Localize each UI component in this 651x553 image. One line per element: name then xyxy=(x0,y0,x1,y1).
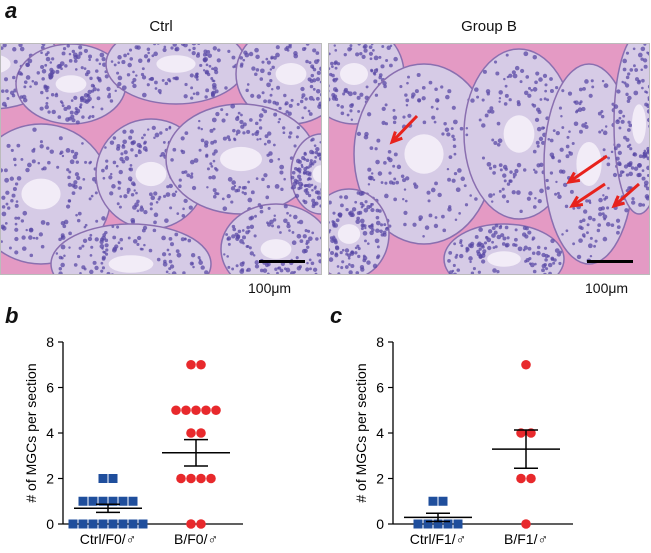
data-point-circle xyxy=(176,473,186,484)
data-point-circle xyxy=(196,473,206,484)
x-category-label: Ctrl/F1/♂ xyxy=(410,531,466,547)
data-point-square xyxy=(438,496,448,506)
seminiferous-tubule xyxy=(613,44,649,215)
red-arrow-icon xyxy=(389,114,419,145)
data-point-square xyxy=(108,519,118,529)
groupb-scale-label: 100μm xyxy=(585,280,629,296)
y-tick-label: 8 xyxy=(376,334,384,350)
y-tick-label: 6 xyxy=(46,380,54,396)
data-point-square xyxy=(98,496,108,506)
ctrl-image-title: Ctrl xyxy=(149,18,173,35)
data-point-circle xyxy=(191,405,201,416)
data-point-circle xyxy=(206,473,216,484)
data-point-square xyxy=(98,519,108,529)
red-arrow-icon xyxy=(611,182,640,209)
data-point-square xyxy=(118,519,128,529)
data-point-circle xyxy=(186,428,196,438)
data-point-circle xyxy=(196,359,206,370)
data-point-square xyxy=(88,496,98,506)
seminiferous-tubule xyxy=(220,203,321,274)
data-point-circle xyxy=(186,519,196,529)
data-point-square xyxy=(423,519,433,529)
data-point-circle xyxy=(181,405,191,416)
data-point-square xyxy=(88,519,98,529)
seminiferous-tubule xyxy=(15,44,127,125)
data-point-square xyxy=(78,519,88,529)
scale-bar xyxy=(587,260,633,263)
x-category-label: B/F1/♂ xyxy=(504,531,548,547)
y-tick-label: 8 xyxy=(46,334,54,350)
seminiferous-tubule xyxy=(105,44,247,105)
ctrl-histology-image xyxy=(0,43,322,275)
red-arrow-icon xyxy=(566,154,608,184)
seminiferous-tubule xyxy=(235,44,321,125)
red-arrow-icon xyxy=(569,182,606,208)
data-point-circle xyxy=(196,519,206,529)
data-point-square xyxy=(128,519,138,529)
data-point-circle xyxy=(186,359,196,370)
y-tick-label: 4 xyxy=(376,425,384,441)
seminiferous-tubule xyxy=(353,63,495,245)
seminiferous-tubule xyxy=(329,188,390,274)
panel-letter-a: a xyxy=(5,0,18,23)
data-point-square xyxy=(68,519,78,529)
data-point-circle xyxy=(516,473,526,484)
data-point-square xyxy=(433,519,443,529)
y-axis-label: # of MGCs per section xyxy=(353,363,369,502)
groupb-image-title: Group B xyxy=(461,18,517,35)
x-category-label: B/F0/♂ xyxy=(174,531,218,547)
data-point-square xyxy=(98,474,108,483)
data-point-square xyxy=(108,496,118,506)
data-point-square xyxy=(453,519,463,529)
data-point-square xyxy=(108,474,118,483)
x-category-label: Ctrl/F0/♂ xyxy=(80,531,136,547)
data-point-circle xyxy=(526,473,536,484)
seminiferous-tubule xyxy=(1,123,112,265)
y-tick-label: 2 xyxy=(46,471,54,487)
data-point-square xyxy=(128,496,138,506)
ctrl-scale-label: 100μm xyxy=(248,280,292,296)
data-point-circle xyxy=(521,359,531,370)
data-point-square xyxy=(443,519,453,529)
data-point-square xyxy=(138,519,148,529)
chart-c: 0 2 4 6 8 # of MGCs per section Ctrl/F1/♂ B/F1/… xyxy=(353,334,573,547)
seminiferous-tubule xyxy=(290,133,321,215)
seminiferous-tubule xyxy=(165,103,317,215)
chart-b: 0 2 4 6 8 # of MGCs per section Ctrl/F0/♂ B/F0/… xyxy=(23,334,243,547)
scale-bar xyxy=(259,260,305,263)
panel-letter-c: c xyxy=(330,303,343,328)
groupb-histology-image xyxy=(328,43,650,275)
y-tick-label: 0 xyxy=(46,516,54,532)
data-point-square xyxy=(413,519,423,529)
data-point-circle xyxy=(186,473,196,484)
seminiferous-tubule xyxy=(50,223,212,274)
data-point-circle xyxy=(196,428,206,438)
data-point-square xyxy=(118,496,128,506)
data-point-circle xyxy=(211,405,221,416)
data-point-circle xyxy=(171,405,181,416)
y-axis-label: # of MGCs per section xyxy=(23,363,39,502)
data-point-circle xyxy=(201,405,211,416)
data-point-square xyxy=(78,496,88,506)
panel-letter-b: b xyxy=(5,303,19,328)
seminiferous-tubule xyxy=(543,63,635,265)
seminiferous-tubule xyxy=(443,223,565,274)
y-tick-label: 0 xyxy=(376,516,384,532)
y-tick-label: 2 xyxy=(376,471,384,487)
y-tick-label: 4 xyxy=(46,425,54,441)
y-tick-label: 6 xyxy=(376,380,384,396)
data-point-circle xyxy=(521,519,531,529)
data-point-square xyxy=(428,496,438,506)
